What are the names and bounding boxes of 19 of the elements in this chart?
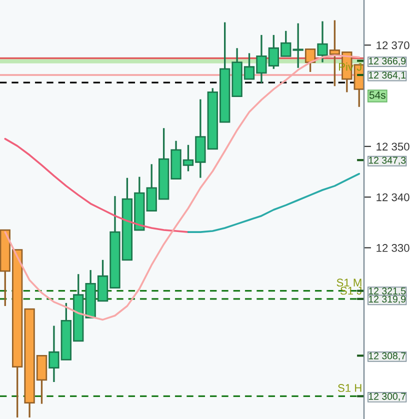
- candlestick: [304, 48, 316, 73]
- line-series: [187, 172, 360, 233]
- y2-tick-label: 12 366,9: [368, 58, 406, 66]
- text: 54s: [369, 92, 386, 99]
- y2-tick-label: 12 321,5: [368, 288, 406, 296]
- ref-line-label: S1 M: [336, 278, 362, 287]
- y2-tick-label: 12 319,9: [368, 296, 406, 304]
- line-series: [4, 138, 190, 233]
- y-tick-label: 12 340: [376, 193, 410, 202]
- y-tick-label: 12 330: [376, 244, 410, 252]
- candlestick: [317, 20, 328, 64]
- y2-tick-label: 12 300,7: [368, 392, 406, 401]
- y2-tick-label: 12 308,7: [368, 352, 406, 360]
- y2-tick-label: 12 364,1: [368, 72, 406, 80]
- y-tick-label: 12 370: [376, 41, 410, 50]
- ref-line-label: S1 H: [338, 384, 362, 392]
- y-tick-label: 12 350: [376, 142, 410, 151]
- y2-tick-label: 12 347,3: [368, 156, 406, 165]
- candlestick: [292, 22, 304, 69]
